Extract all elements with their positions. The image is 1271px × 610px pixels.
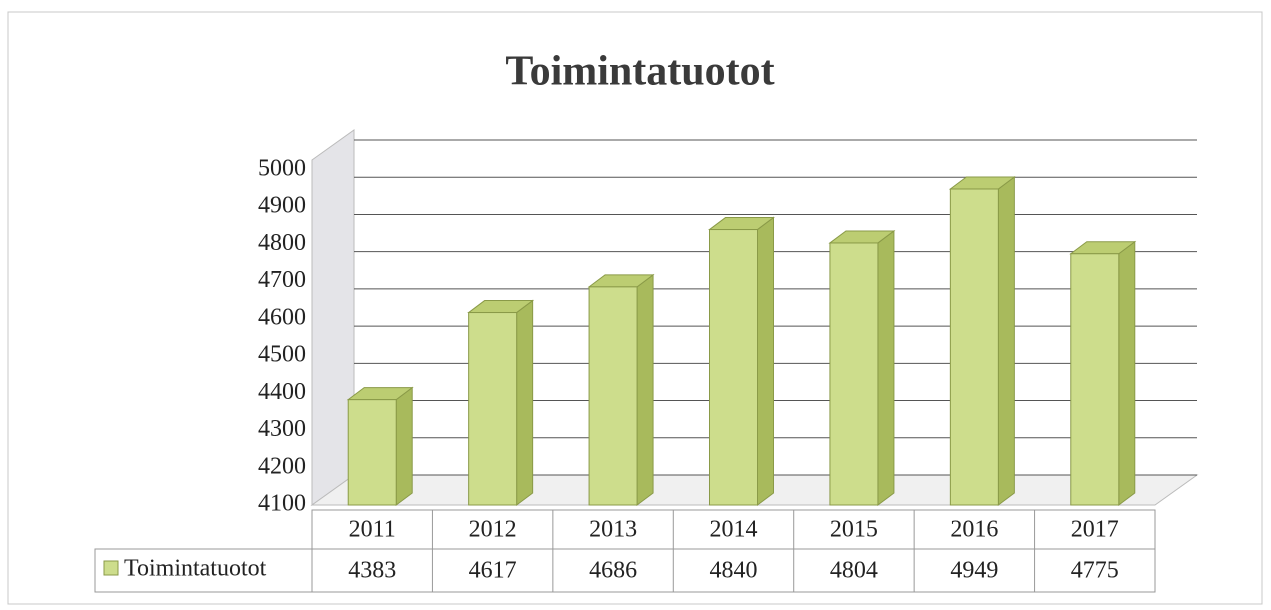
table-value: 4840 [710, 558, 758, 584]
x-tick-label: 2011 [349, 517, 396, 543]
y-tick-label: 4200 [258, 453, 306, 479]
y-tick-label: 4500 [258, 342, 306, 368]
bar [468, 312, 518, 506]
x-tick-label: 2012 [469, 517, 517, 543]
table-value: 4686 [589, 558, 637, 584]
bar-side [757, 216, 774, 506]
bar-side [395, 386, 413, 506]
bar-side [636, 273, 654, 506]
legend-label: Toimintatuotot [124, 556, 267, 582]
table-legend-cell [94, 548, 313, 593]
x-tick-label: 2017 [1071, 517, 1119, 543]
y-tick-label: 4900 [258, 193, 306, 219]
bar [588, 286, 638, 506]
bar-side [516, 299, 534, 506]
x-tick-label: 2013 [589, 517, 637, 543]
bar [1070, 253, 1120, 506]
y-tick-label: 4800 [258, 230, 306, 256]
table-value: 4617 [469, 558, 517, 584]
table-value: 4383 [348, 558, 396, 584]
bar-side [1118, 240, 1136, 506]
y-tick-label: 5000 [258, 156, 306, 182]
x-tick-label: 2014 [710, 517, 758, 543]
side-wall [311, 129, 355, 506]
y-tick-label: 4700 [258, 267, 306, 293]
y-tick-label: 4400 [258, 379, 306, 405]
table-value: 4804 [830, 558, 878, 584]
y-tick-label: 4100 [258, 491, 306, 517]
bar [347, 399, 397, 506]
y-tick-label: 4300 [258, 416, 306, 442]
bar-side [877, 229, 895, 506]
y-tick-label: 4600 [258, 304, 306, 330]
chart-title: Toimintatuotot [505, 49, 774, 95]
bar-side [997, 175, 1015, 506]
legend-swatch [103, 560, 119, 576]
bar [709, 229, 758, 506]
bar [949, 188, 999, 506]
table-value: 4949 [950, 558, 998, 584]
table-value: 4775 [1071, 558, 1119, 584]
x-tick-label: 2016 [950, 517, 998, 543]
x-tick-label: 2015 [830, 517, 878, 543]
bar [829, 242, 879, 506]
